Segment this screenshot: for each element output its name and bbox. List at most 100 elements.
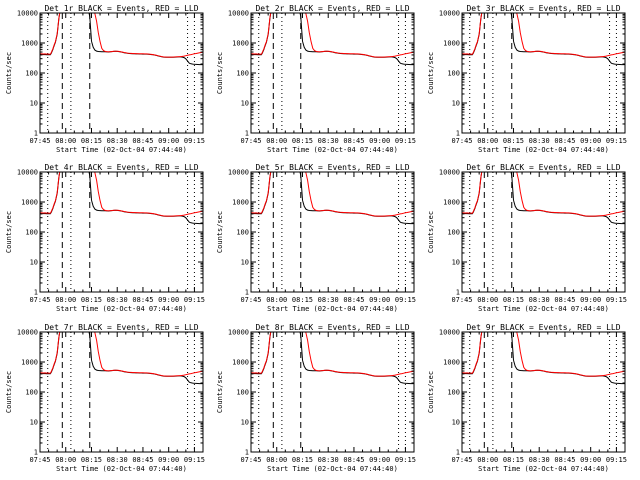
x-axis-label: Start Time (02-Oct-04 07:44:40) [56, 465, 187, 473]
y-tick-label: 1000 [21, 199, 38, 207]
x-axis-label: Start Time (02-Oct-04 07:44:40) [56, 305, 187, 313]
x-tick-label: 08:15 [503, 296, 524, 304]
x-tick-label: 08:45 [554, 456, 575, 464]
x-tick-label: 07:45 [29, 137, 50, 145]
y-axis-label: Counts/sec [427, 371, 435, 413]
y-tick-label: 10000 [439, 169, 460, 177]
x-tick-label: 07:45 [451, 296, 472, 304]
y-tick-label: 1 [34, 449, 38, 457]
y-tick-label: 10 [241, 259, 249, 267]
series-line-lld [462, 172, 625, 217]
y-tick-label: 1 [245, 130, 249, 138]
x-tick-label: 08:30 [318, 137, 339, 145]
y-tick-label: 10000 [17, 10, 38, 18]
x-tick-label: 08:45 [343, 296, 364, 304]
y-tick-label: 10 [30, 419, 38, 427]
series-line-events [251, 13, 414, 66]
x-axis-label: Start Time (02-Oct-04 07:44:40) [478, 305, 609, 313]
y-axis-label: Counts/sec [427, 52, 435, 94]
x-axis-label: Start Time (02-Oct-04 07:44:40) [478, 146, 609, 154]
plot-frame [250, 171, 415, 293]
x-tick-label: 08:15 [81, 296, 102, 304]
series-line-lld [251, 13, 414, 58]
series-line-lld [251, 332, 414, 377]
series-line-lld [462, 13, 625, 58]
y-tick-label: 1000 [232, 40, 249, 48]
y-axis-label: Counts/sec [5, 52, 13, 94]
x-axis-label: Start Time (02-Oct-04 07:44:40) [267, 146, 398, 154]
x-tick-label: 08:15 [81, 137, 102, 145]
plot-frame [39, 331, 204, 453]
chart-title: Det_5r BLACK = Events, RED = LLD [255, 163, 409, 172]
x-tick-label: 09:15 [395, 296, 416, 304]
x-axis-label: Start Time (02-Oct-04 07:44:40) [267, 465, 398, 473]
x-tick-label: 08:30 [107, 137, 128, 145]
x-tick-label: 08:30 [107, 296, 128, 304]
chart-title: Det_2r BLACK = Events, RED = LLD [255, 4, 409, 13]
x-tick-label: 08:15 [81, 456, 102, 464]
x-tick-label: 08:00 [266, 137, 287, 145]
chart-title: Det_7r BLACK = Events, RED = LLD [44, 323, 198, 332]
x-axis-label: Start Time (02-Oct-04 07:44:40) [478, 465, 609, 473]
y-tick-label: 1 [34, 289, 38, 297]
x-tick-label: 08:30 [318, 456, 339, 464]
y-axis-label: Counts/sec [427, 211, 435, 253]
y-tick-label: 100 [447, 70, 460, 78]
y-tick-label: 100 [25, 389, 38, 397]
y-tick-label: 100 [236, 389, 249, 397]
y-axis-label: Counts/sec [216, 52, 224, 94]
x-tick-label: 08:45 [343, 456, 364, 464]
x-tick-label: 09:00 [369, 296, 390, 304]
series-line-events [251, 332, 414, 385]
y-tick-label: 10 [452, 259, 460, 267]
x-tick-label: 09:00 [369, 456, 390, 464]
plot-frame [39, 171, 204, 293]
x-tick-label: 09:00 [158, 296, 179, 304]
x-tick-label: 09:15 [395, 137, 416, 145]
x-axis-label: Start Time (02-Oct-04 07:44:40) [56, 146, 187, 154]
y-tick-label: 10 [241, 419, 249, 427]
panel-1: 1 10 100 1000 10000 07:45 08:00 08:15 08:30 08:45… [5, 4, 205, 154]
x-tick-label: 08:45 [554, 296, 575, 304]
chart-title: Det_4r BLACK = Events, RED = LLD [44, 163, 198, 172]
y-tick-label: 10000 [228, 169, 249, 177]
series-line-events [40, 172, 203, 225]
y-axis-label: Counts/sec [216, 211, 224, 253]
series-line-lld [40, 172, 203, 217]
y-tick-label: 1 [34, 130, 38, 138]
y-tick-label: 10000 [228, 10, 249, 18]
chart-title: Det_9r BLACK = Events, RED = LLD [466, 323, 620, 332]
x-tick-label: 08:00 [477, 137, 498, 145]
x-tick-label: 09:00 [580, 296, 601, 304]
x-tick-label: 07:45 [240, 137, 261, 145]
chart-title: Det_3r BLACK = Events, RED = LLD [466, 4, 620, 13]
y-tick-label: 1 [456, 130, 460, 138]
panel-9: 1 10 100 1000 10000 07:45 08:00 08:15 08:30 08:45… [427, 323, 627, 473]
x-tick-label: 08:15 [292, 296, 313, 304]
plot-frame [39, 12, 204, 134]
y-axis-label: Counts/sec [5, 211, 13, 253]
x-tick-label: 07:45 [29, 296, 50, 304]
x-tick-label: 08:30 [529, 137, 550, 145]
x-tick-label: 08:00 [477, 456, 498, 464]
series-line-events [462, 172, 625, 225]
x-tick-label: 07:45 [29, 456, 50, 464]
y-tick-label: 100 [25, 229, 38, 237]
y-tick-label: 100 [236, 70, 249, 78]
y-tick-label: 10 [30, 100, 38, 108]
y-tick-label: 10000 [228, 329, 249, 337]
y-tick-label: 1 [456, 289, 460, 297]
x-tick-label: 08:00 [55, 456, 76, 464]
x-tick-label: 09:00 [580, 137, 601, 145]
y-tick-label: 1000 [21, 40, 38, 48]
series-line-lld [251, 172, 414, 217]
y-tick-label: 10000 [439, 10, 460, 18]
series-line-events [40, 13, 203, 66]
x-tick-label: 08:00 [55, 296, 76, 304]
y-tick-label: 10000 [439, 329, 460, 337]
y-tick-label: 10 [452, 419, 460, 427]
x-tick-label: 09:15 [184, 296, 205, 304]
series-line-lld [40, 13, 203, 58]
x-tick-label: 09:00 [158, 137, 179, 145]
plot-frame [461, 331, 626, 453]
